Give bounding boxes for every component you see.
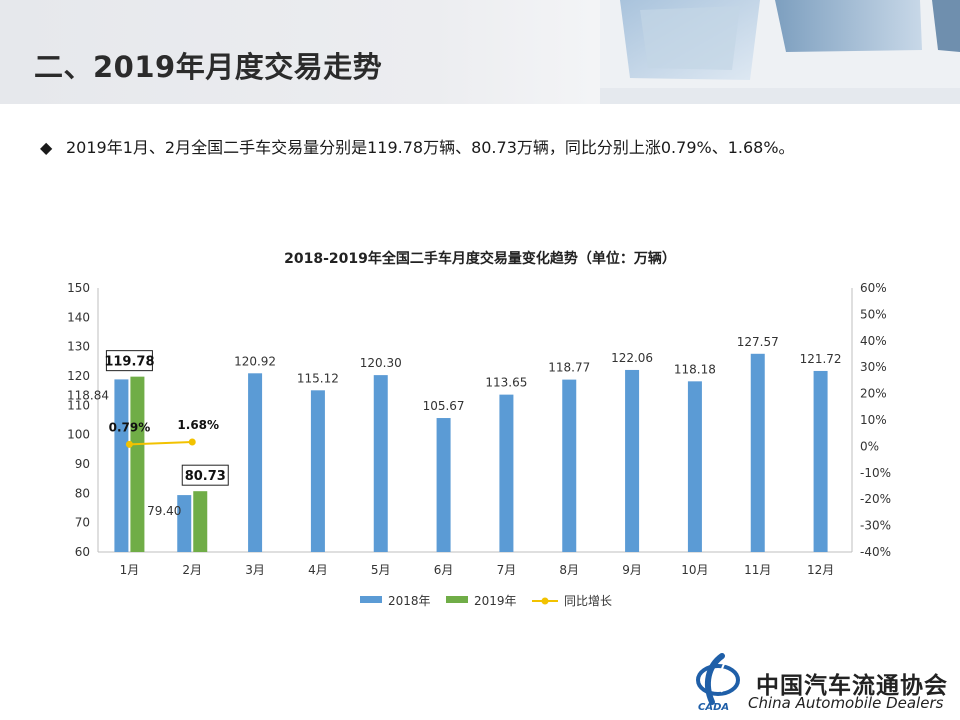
y-right-tick-label: 30% bbox=[860, 360, 887, 374]
svg-text:CADA: CADA bbox=[698, 702, 729, 712]
x-tick-label: 9月 bbox=[622, 563, 642, 577]
x-tick-label: 11月 bbox=[744, 563, 771, 577]
data-label-2018: 79.40 bbox=[147, 504, 181, 518]
y-left-tick-label: 140 bbox=[67, 310, 90, 324]
y-right-tick-label: -40% bbox=[860, 545, 891, 559]
legend-yoy-label: 同比增长 bbox=[564, 594, 612, 608]
bar-2018 bbox=[625, 369, 640, 552]
bar-2018 bbox=[248, 373, 263, 552]
y-left-tick-label: 100 bbox=[67, 428, 90, 442]
bar-2018 bbox=[310, 390, 325, 552]
bar-2019 bbox=[130, 376, 145, 552]
x-tick-label: 8月 bbox=[559, 563, 579, 577]
data-label-2018: 120.92 bbox=[234, 354, 276, 368]
chart-title: 2018-2019年全国二手车月度交易量变化趋势（单位：万辆） bbox=[284, 251, 676, 267]
x-tick-label: 2月 bbox=[182, 563, 202, 577]
y-left-tick-label: 150 bbox=[67, 281, 90, 295]
yoy-data-label: 1.68% bbox=[177, 418, 219, 432]
data-label-2018: 122.06 bbox=[611, 351, 653, 365]
data-label-2018: 118.77 bbox=[548, 361, 590, 375]
summary-text: 2019年1月、2月全国二手车交易量分别是119.78万辆、80.73万辆，同比… bbox=[66, 138, 795, 157]
y-right-tick-label: 10% bbox=[860, 413, 887, 427]
bar-2018 bbox=[687, 381, 702, 552]
cada-logo-icon: CADA bbox=[696, 653, 740, 712]
chart: 60 70 80 90 100 110 120 130 140 150 -40% -30% -20% -1… bbox=[67, 281, 891, 608]
y-left-tick-label: 110 bbox=[67, 398, 90, 412]
legend-2018-swatch bbox=[360, 596, 382, 603]
data-label-2018: 113.65 bbox=[485, 376, 527, 390]
x-tick-label: 1月 bbox=[120, 563, 140, 577]
y-right-tick-label: -10% bbox=[860, 466, 891, 480]
x-tick-label: 3月 bbox=[245, 563, 265, 577]
data-label-2018: 121.72 bbox=[800, 352, 842, 366]
bar-2018 bbox=[750, 353, 765, 552]
x-tick-label: 12月 bbox=[807, 563, 834, 577]
y-right-tick-label: 40% bbox=[860, 334, 887, 348]
diamond-bullet-icon: ◆ bbox=[40, 138, 53, 157]
bar-2018 bbox=[499, 394, 514, 552]
header-band: 二、2019年月度交易走势 bbox=[0, 0, 960, 104]
y-right-tick-label: -30% bbox=[860, 519, 891, 533]
org-name-cn: 中国汽车流通协会 bbox=[756, 673, 948, 699]
y-right-tick-label: 60% bbox=[860, 281, 887, 295]
y-left-tick-label: 90 bbox=[75, 457, 90, 471]
data-label-2019: 80.73 bbox=[185, 469, 226, 484]
yoy-point bbox=[188, 438, 196, 446]
data-label-2019: 119.78 bbox=[104, 355, 154, 370]
header-photo bbox=[600, 0, 960, 104]
data-label-2018: 105.67 bbox=[423, 399, 465, 413]
y-right-tick-label: -20% bbox=[860, 492, 891, 506]
data-label-2018: 120.30 bbox=[360, 356, 402, 370]
bar-2018 bbox=[114, 379, 129, 552]
yoy-point bbox=[125, 440, 133, 448]
y-left-tick-label: 60 bbox=[75, 545, 90, 559]
data-label-2018: 127.57 bbox=[737, 335, 779, 349]
y-right-tick-label: 20% bbox=[860, 387, 887, 401]
x-tick-label: 6月 bbox=[434, 563, 454, 577]
x-tick-label: 10月 bbox=[681, 563, 708, 577]
y-left-tick-label: 70 bbox=[75, 516, 90, 530]
x-tick-label: 5月 bbox=[371, 563, 391, 577]
data-label-box-2019 bbox=[181, 464, 229, 486]
y-right-tick-label: 50% bbox=[860, 307, 887, 321]
yoy-line bbox=[129, 440, 193, 446]
data-label-2018: 118.18 bbox=[674, 362, 716, 376]
legend-yoy-marker bbox=[541, 597, 549, 605]
bar-2018 bbox=[436, 418, 451, 552]
page-title: 二、2019年月度交易走势 bbox=[34, 50, 383, 84]
bar-2018 bbox=[562, 379, 577, 552]
y-left-tick-label: 120 bbox=[67, 369, 90, 383]
bar-2018 bbox=[373, 375, 388, 552]
legend-2019-swatch bbox=[446, 596, 468, 603]
bar-2018 bbox=[813, 370, 828, 552]
x-tick-label: 4月 bbox=[308, 563, 328, 577]
org-name-en: China Automobile Dealers bbox=[748, 694, 944, 712]
legend-2018-label: 2018年 bbox=[388, 594, 431, 608]
data-label-box-2019 bbox=[105, 350, 153, 372]
data-label-2018: 118.84 bbox=[67, 388, 109, 402]
y-left-tick-label: 130 bbox=[67, 340, 90, 354]
data-label-2018: 115.12 bbox=[297, 371, 339, 385]
yoy-data-label: 0.79% bbox=[109, 420, 151, 434]
y-right-tick-label: 0% bbox=[860, 439, 879, 453]
x-tick-label: 7月 bbox=[497, 563, 517, 577]
bar-2018 bbox=[177, 495, 192, 552]
y-left-tick-label: 80 bbox=[75, 486, 90, 500]
legend-2019-label: 2019年 bbox=[474, 594, 517, 608]
bar-2019 bbox=[193, 491, 208, 552]
summary-bullet: ◆ 2019年1月、2月全国二手车交易量分别是119.78万辆、80.73万辆，同… bbox=[40, 134, 940, 158]
